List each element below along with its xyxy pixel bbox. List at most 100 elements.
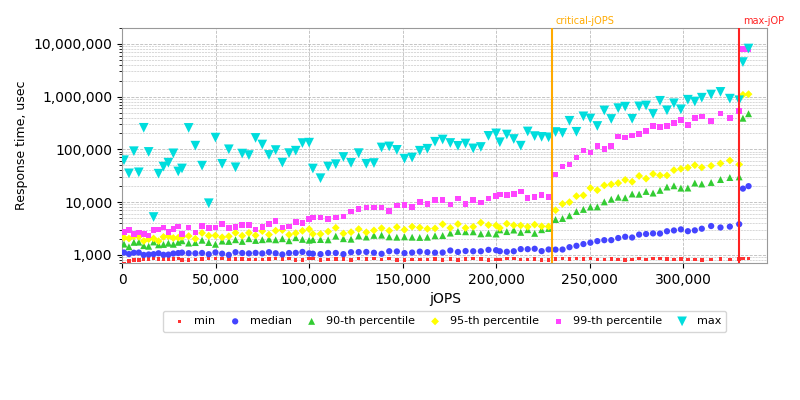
95-th percentile <box>459 225 472 231</box>
95-th percentile <box>406 224 418 230</box>
Text: max-jOP: max-jOP <box>743 16 784 26</box>
min <box>314 257 327 263</box>
99-th percentile <box>689 114 702 121</box>
max <box>270 147 282 153</box>
median <box>695 226 708 232</box>
min <box>352 255 365 262</box>
min <box>276 256 289 262</box>
max <box>482 133 495 139</box>
95-th percentile <box>584 185 597 191</box>
median <box>152 250 165 256</box>
95-th percentile <box>661 172 674 179</box>
median <box>674 226 687 232</box>
min <box>429 256 442 262</box>
median <box>598 237 610 243</box>
median <box>157 252 170 258</box>
99-th percentile <box>528 194 541 200</box>
95-th percentile <box>640 176 653 182</box>
90-th percentile <box>202 239 215 246</box>
99-th percentile <box>626 132 638 139</box>
max <box>723 96 736 102</box>
95-th percentile <box>414 224 426 231</box>
min <box>236 256 249 262</box>
95-th percentile <box>290 230 302 236</box>
min <box>591 256 604 262</box>
median <box>482 247 495 253</box>
99-th percentile <box>444 201 457 208</box>
max <box>436 136 449 143</box>
min <box>138 256 150 262</box>
90-th percentile <box>654 187 666 194</box>
max <box>742 45 755 52</box>
min <box>737 256 750 262</box>
90-th percentile <box>556 215 569 222</box>
90-th percentile <box>390 234 403 240</box>
Text: critical-jOPS: critical-jOPS <box>556 16 615 26</box>
max <box>459 140 472 147</box>
median <box>276 251 289 258</box>
median <box>514 246 527 252</box>
min <box>577 256 590 262</box>
max <box>406 154 418 161</box>
median <box>167 250 180 257</box>
95-th percentile <box>474 220 487 226</box>
max <box>345 160 358 166</box>
min <box>733 256 746 262</box>
max <box>626 116 638 122</box>
min <box>467 255 480 262</box>
99-th percentile <box>406 204 418 210</box>
min <box>528 256 541 262</box>
95-th percentile <box>249 232 262 238</box>
90-th percentile <box>522 226 534 233</box>
90-th percentile <box>172 239 185 246</box>
99-th percentile <box>249 226 262 233</box>
90-th percentile <box>682 185 694 191</box>
max <box>737 59 750 65</box>
max <box>605 116 618 122</box>
95-th percentile <box>127 233 140 240</box>
90-th percentile <box>714 176 727 183</box>
min <box>162 256 174 262</box>
min <box>182 257 195 263</box>
median <box>172 250 185 256</box>
median <box>474 248 487 254</box>
min <box>306 255 319 262</box>
min <box>612 256 625 262</box>
median <box>467 248 480 254</box>
min <box>122 258 135 264</box>
95-th percentile <box>689 162 702 168</box>
90-th percentile <box>723 174 736 181</box>
90-th percentile <box>429 232 442 239</box>
99-th percentile <box>494 191 506 198</box>
95-th percentile <box>522 224 534 230</box>
95-th percentile <box>714 160 727 167</box>
median <box>302 250 315 256</box>
max <box>682 96 694 103</box>
min <box>482 257 495 263</box>
max <box>157 164 170 170</box>
90-th percentile <box>661 184 674 190</box>
99-th percentile <box>202 225 215 231</box>
median <box>490 247 502 254</box>
max <box>322 163 334 170</box>
median <box>182 250 195 256</box>
90-th percentile <box>605 196 618 202</box>
max <box>175 165 188 172</box>
min <box>459 256 472 262</box>
median <box>345 249 358 256</box>
90-th percentile <box>236 238 249 245</box>
95-th percentile <box>306 231 319 237</box>
99-th percentile <box>633 131 646 137</box>
99-th percentile <box>733 108 746 114</box>
99-th percentile <box>591 143 604 149</box>
median <box>528 246 541 252</box>
90-th percentile <box>626 191 638 197</box>
min <box>367 256 380 262</box>
99-th percentile <box>314 214 327 220</box>
max <box>695 94 708 101</box>
90-th percentile <box>142 243 155 250</box>
90-th percentile <box>563 212 576 219</box>
90-th percentile <box>406 234 418 240</box>
min <box>494 256 506 263</box>
median <box>162 251 174 258</box>
